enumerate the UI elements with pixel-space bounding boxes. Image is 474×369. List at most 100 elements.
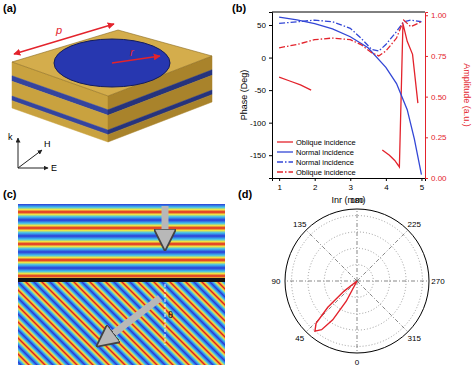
tick-mark <box>279 178 280 181</box>
tick-label: 2 <box>313 183 318 192</box>
disk <box>54 39 170 87</box>
top-face <box>12 30 212 96</box>
angle-grid <box>306 281 357 332</box>
panel-label: (d) <box>238 188 252 200</box>
panel-label: (c) <box>3 188 17 200</box>
tick: 3 <box>349 178 354 192</box>
normal-line <box>165 284 166 345</box>
tick-label: 225 <box>408 220 422 229</box>
layer <box>108 95 212 142</box>
tick-mark <box>421 178 422 181</box>
tick-mark <box>269 90 272 91</box>
diagram-label: p <box>55 24 62 36</box>
tick-label: 270 <box>431 277 445 286</box>
axis-line <box>426 13 429 179</box>
tick-label: 0 <box>262 54 267 63</box>
angle-grid <box>357 230 408 281</box>
series-line <box>315 281 357 331</box>
tick: 5 <box>420 178 425 192</box>
layer <box>108 90 212 135</box>
angle-grid <box>357 209 358 281</box>
tick-label: 180 <box>350 196 364 205</box>
tick-mark <box>425 56 428 57</box>
diagram-label: r <box>130 46 135 58</box>
tick-label: 0.00 <box>431 174 447 183</box>
tick-mark <box>269 123 272 124</box>
tick-label: -50 <box>254 86 266 95</box>
polar-frame <box>285 209 429 353</box>
angle-grid <box>285 281 357 282</box>
refracted-arrow <box>105 298 160 340</box>
x-axis-title: Inr (mm) <box>332 195 366 205</box>
tick-mark <box>425 97 428 98</box>
tick-mark <box>425 15 428 16</box>
series-line <box>279 20 421 51</box>
legend-label: Normal incidence <box>296 148 354 157</box>
axis-line <box>273 179 426 182</box>
plot-area <box>315 281 357 331</box>
frame-top <box>272 12 425 13</box>
tick-label: 50 <box>257 21 266 30</box>
y2-axis-title: Amplitude (a.u.) <box>462 63 472 127</box>
panel-label: (b) <box>232 2 246 14</box>
legend-swatch <box>277 171 293 172</box>
tick-label: 90 <box>272 277 281 286</box>
tick-label: 1 <box>277 183 282 192</box>
tick-label: 0.25 <box>431 133 447 142</box>
series-line <box>279 17 421 175</box>
tick-label: 135 <box>293 220 307 229</box>
tick-label: 45 <box>295 334 304 343</box>
tick: 0.50 <box>425 93 447 102</box>
tick: 0.25 <box>425 133 447 142</box>
layer <box>12 101 108 142</box>
tick: -100 <box>250 119 272 128</box>
tick-label: 0 <box>355 358 360 367</box>
legend-swatch <box>277 141 293 142</box>
tick: 4 <box>384 178 389 192</box>
tick-mark <box>425 178 428 179</box>
angle-label: θ <box>168 310 173 320</box>
angle-grid <box>357 281 429 282</box>
incident-arrow <box>162 206 169 240</box>
tick-label: 0.50 <box>431 93 447 102</box>
angle-grid <box>357 281 358 353</box>
tick-label: -100 <box>250 119 267 128</box>
angle-grid <box>306 230 357 281</box>
legend-label: Normal incidence <box>296 158 354 167</box>
y2-axis: 0.00 0.25 0.50 0.75 1.00 <box>425 11 447 183</box>
interface <box>18 278 225 282</box>
tick-mark <box>425 137 428 138</box>
tick: 0.75 <box>425 52 447 61</box>
transmitted-field <box>18 282 225 365</box>
tick: 1.00 <box>425 11 447 20</box>
series-line <box>279 24 418 167</box>
unit-cell: p r k H E <box>8 24 212 173</box>
legend: Oblique incidenceNormal incidenceNormal … <box>277 138 356 177</box>
tick-mark <box>269 25 272 26</box>
tick: 50 <box>257 21 272 30</box>
tick-label: 5 <box>420 183 425 192</box>
x-axis: 1 2 3 4 5 <box>273 178 426 192</box>
coord-axis <box>18 150 42 168</box>
coord-label: E <box>51 163 57 173</box>
tick: -50 <box>254 86 272 95</box>
y-axis-title: Phase (Deg) <box>239 70 249 121</box>
chart-d: 04590135180225270315 <box>272 196 446 367</box>
tick-mark <box>269 58 272 59</box>
tick: 0.00 <box>425 174 447 183</box>
coord-label: H <box>44 139 51 149</box>
tick: 0 <box>262 54 272 63</box>
coord-label: k <box>8 132 13 142</box>
legend-label: Oblique incidence <box>296 138 356 147</box>
series-line <box>279 20 421 56</box>
tick: -150 <box>250 151 272 160</box>
period-arrow <box>14 24 114 54</box>
tick-label: 3 <box>349 183 354 192</box>
tick: 1 <box>277 178 282 192</box>
tick-mark <box>315 178 316 181</box>
tick-mark <box>350 178 351 181</box>
y-axis: -150 -100 -50 0 50 <box>250 13 273 179</box>
incident-field <box>18 204 225 278</box>
radius-arrow <box>112 56 160 63</box>
tick: 2 <box>313 178 318 192</box>
